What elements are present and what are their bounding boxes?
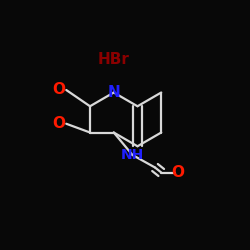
Text: N: N xyxy=(108,85,120,100)
Text: NH: NH xyxy=(121,148,144,162)
Text: O: O xyxy=(171,165,184,180)
Text: O: O xyxy=(52,82,65,98)
Text: HBr: HBr xyxy=(98,52,130,68)
Text: O: O xyxy=(52,116,65,131)
